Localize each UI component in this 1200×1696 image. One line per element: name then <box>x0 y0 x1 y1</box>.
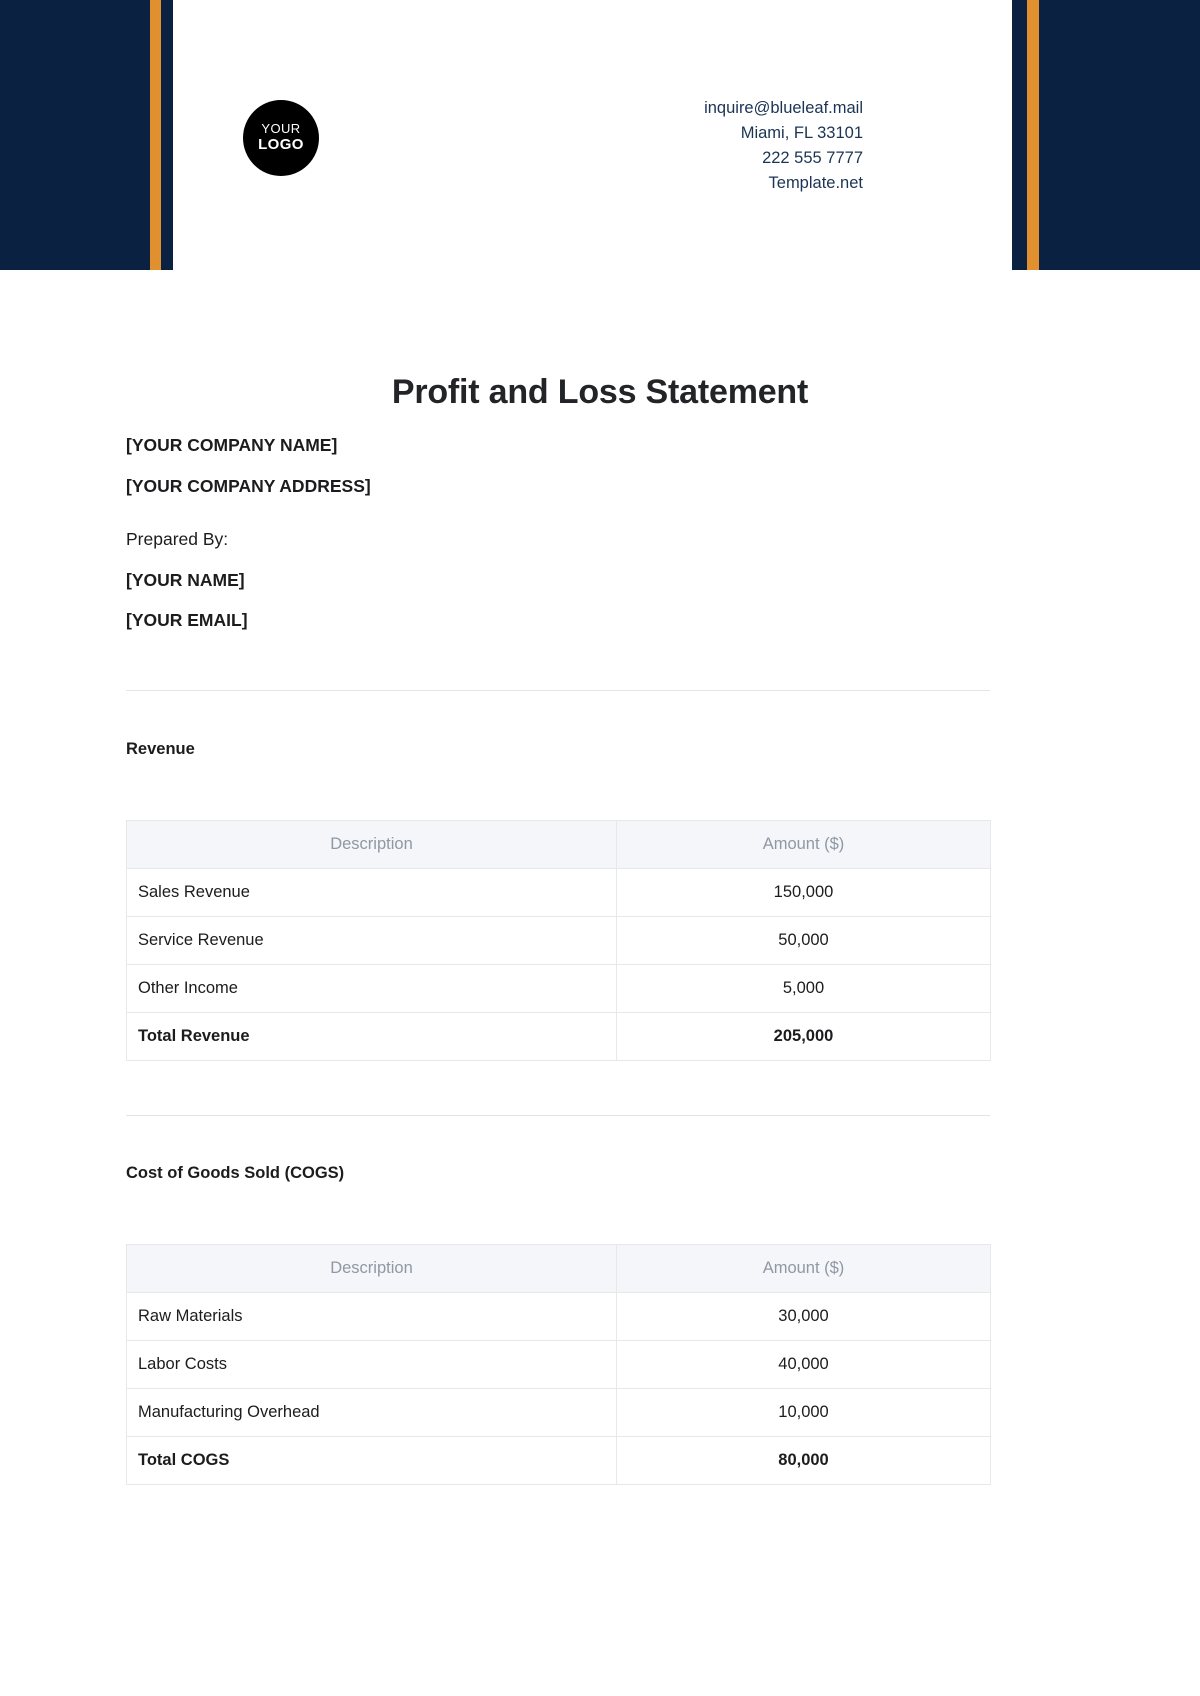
preparer-name: [YOUR NAME] <box>126 569 245 590</box>
logo-line-1: YOUR <box>261 121 301 137</box>
table-row-total: Total COGS 80,000 <box>126 1435 991 1485</box>
preparer-email: [YOUR EMAIL] <box>126 610 248 630</box>
row-description: Raw Materials <box>126 1291 617 1341</box>
row-description: Sales Revenue <box>126 867 617 917</box>
row-description: Service Revenue <box>126 915 617 965</box>
company-logo: YOUR LOGO <box>243 100 319 176</box>
table-row: Sales Revenue 150,000 <box>126 867 991 917</box>
header-left-navy-block <box>0 0 162 270</box>
table-row: Service Revenue 50,000 <box>126 915 991 965</box>
contact-address: Miami, FL 33101 <box>740 124 863 143</box>
row-amount: 5,000 <box>616 963 991 1013</box>
header-right-orange-stripe <box>1027 0 1039 270</box>
company-name: [YOUR COMPANY NAME] <box>126 435 338 455</box>
header-right-navy-block <box>1039 0 1200 270</box>
table-row: Raw Materials 30,000 <box>126 1291 991 1341</box>
company-address: [YOUR COMPANY ADDRESS] <box>126 475 371 496</box>
column-header-amount: Amount ($) <box>616 819 991 869</box>
column-header-description: Description <box>126 819 617 869</box>
table-row-total: Total Revenue 205,000 <box>126 1011 991 1061</box>
column-header-amount: Amount ($) <box>616 1243 991 1293</box>
row-description: Other Income <box>126 963 617 1013</box>
header-banner <box>0 0 1200 270</box>
contact-website: Template.net <box>768 174 863 193</box>
row-amount: 50,000 <box>616 915 991 965</box>
table-row: Manufacturing Overhead 10,000 <box>126 1387 991 1437</box>
row-description: Labor Costs <box>126 1339 617 1389</box>
header-right-navy-stripe <box>1012 0 1027 270</box>
row-description: Manufacturing Overhead <box>126 1387 617 1437</box>
contact-info: inquire@blueleaf.mail Miami, FL 33101 22… <box>560 96 863 196</box>
table-header-row: Description Amount ($) <box>126 819 991 869</box>
table-row: Other Income 5,000 <box>126 963 991 1013</box>
contact-email: inquire@blueleaf.mail <box>704 99 863 117</box>
page-title: Profit and Loss Statement <box>391 373 809 411</box>
row-amount: 10,000 <box>616 1387 991 1437</box>
row-amount: 30,000 <box>616 1291 991 1341</box>
header-left-orange-stripe <box>150 0 161 270</box>
row-amount: 40,000 <box>616 1339 991 1389</box>
contact-phone: 222 555 7777 <box>762 149 863 168</box>
cogs-table: Description Amount ($) Raw Materials 30,… <box>126 1243 991 1485</box>
total-amount: 80,000 <box>616 1435 991 1485</box>
total-label: Total Revenue <box>126 1011 617 1061</box>
revenue-table: Description Amount ($) Sales Revenue 150… <box>126 819 991 1061</box>
table-row: Labor Costs 40,000 <box>126 1339 991 1389</box>
section-heading-cogs: Cost of Goods Sold (COGS) <box>126 1163 345 1182</box>
header-left-navy-stripe <box>161 0 173 270</box>
total-label: Total COGS <box>126 1435 617 1485</box>
prepared-by-label: Prepared By: <box>126 529 229 549</box>
total-amount: 205,000 <box>616 1011 991 1061</box>
document-body: [YOUR COMPANY NAME] [YOUR COMPANY ADDRES… <box>126 435 991 1485</box>
row-amount: 150,000 <box>616 867 991 917</box>
column-header-description: Description <box>126 1243 617 1293</box>
section-divider-1 <box>126 689 990 691</box>
table-header-row: Description Amount ($) <box>126 1243 991 1293</box>
logo-line-2: LOGO <box>258 135 304 153</box>
section-heading-revenue: Revenue <box>126 739 195 758</box>
section-divider-2 <box>126 1114 990 1116</box>
